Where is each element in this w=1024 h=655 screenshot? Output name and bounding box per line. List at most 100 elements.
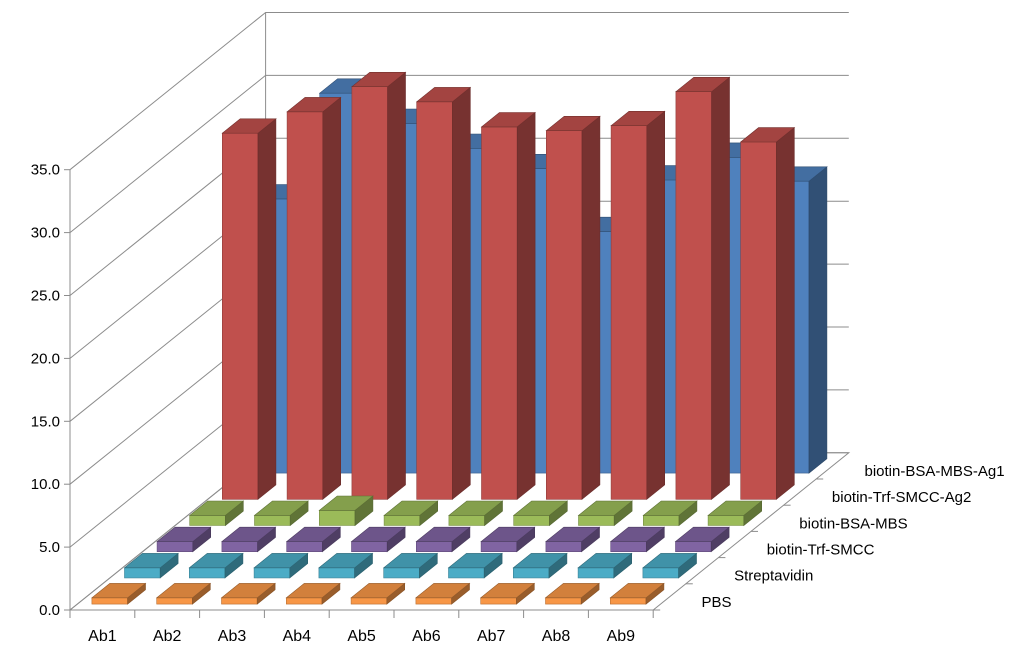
bar-front-face bbox=[512, 567, 550, 579]
bar-top-face bbox=[544, 583, 600, 599]
bar-top-face bbox=[674, 526, 730, 542]
depth-axis-label: biotin-BSA-MBS-Ag1 bbox=[865, 463, 1005, 480]
bar-biotin-trf-smcc-ab4 bbox=[350, 526, 406, 553]
y-tick-label: 10.0 bbox=[31, 476, 60, 493]
bar-top-face bbox=[220, 583, 276, 599]
bar-front-face bbox=[448, 515, 485, 526]
bar-front-face bbox=[415, 541, 453, 553]
bar-biotin-trf-smcc-ag2-ab6 bbox=[545, 115, 601, 500]
bar-biotin-bsa-mbs-ab7 bbox=[577, 500, 633, 527]
bar-top-face bbox=[707, 500, 763, 516]
bar-front-face bbox=[610, 541, 647, 553]
bar-top-face bbox=[253, 500, 309, 516]
bar-top-face bbox=[479, 583, 536, 599]
bar-top-face bbox=[188, 553, 244, 569]
bar-biotin-trf-smcc-ab5 bbox=[415, 526, 471, 553]
y-tick-label: 15.0 bbox=[31, 413, 60, 430]
bar-streptavidin-ab3 bbox=[253, 552, 309, 579]
bar-biotin-trf-smcc-ag2-ab7 bbox=[610, 110, 666, 500]
bar-front-face bbox=[156, 541, 194, 553]
bar-front-face bbox=[675, 541, 712, 553]
x-tick-label: Ab5 bbox=[347, 628, 376, 645]
bar-top-face bbox=[221, 526, 277, 542]
bar-front-face bbox=[642, 515, 680, 526]
bar-front-face bbox=[707, 515, 745, 526]
bar-side-face bbox=[387, 71, 406, 500]
bar-top-face bbox=[285, 526, 342, 542]
bar-biotin-trf-smcc-ab7 bbox=[545, 526, 601, 553]
bar-front-face bbox=[221, 541, 258, 553]
bar-top-face bbox=[350, 526, 406, 542]
bar-front-face bbox=[577, 567, 615, 579]
bar-top-face bbox=[221, 118, 277, 134]
bar-front-face bbox=[610, 125, 648, 500]
depth-axis-label: biotin-Trf-SMCC-Ag2 bbox=[832, 489, 971, 506]
bar-biotin-bsa-mbs-ab5 bbox=[448, 500, 504, 527]
bar-biotin-bsa-mbs-ab2 bbox=[253, 500, 309, 527]
depth-axis-label: PBS bbox=[702, 594, 732, 611]
bar-top-face bbox=[577, 500, 633, 516]
bar-front-face bbox=[318, 510, 356, 526]
bar-top-face bbox=[91, 583, 147, 599]
y-tick-label: 35.0 bbox=[31, 162, 60, 179]
bar-streptavidin-ab1 bbox=[123, 552, 179, 579]
bar-front-face bbox=[318, 567, 355, 579]
bar-front-face bbox=[124, 567, 161, 579]
y-tick-label: 30.0 bbox=[31, 225, 60, 242]
bar-front-face bbox=[222, 132, 259, 500]
bar-top-face bbox=[609, 526, 666, 542]
bar-streptavidin-ab8 bbox=[577, 552, 633, 579]
bar-side-face bbox=[646, 110, 666, 500]
bar-side-face bbox=[808, 166, 828, 474]
bar-side-face bbox=[581, 115, 601, 500]
bar-top-face bbox=[351, 72, 407, 87]
bar-front-face bbox=[383, 515, 421, 526]
bar-streptavidin-ab9 bbox=[642, 552, 698, 579]
bar-streptavidin-ab7 bbox=[512, 552, 568, 579]
bar-side-face bbox=[711, 76, 730, 500]
bar-streptavidin-ab5 bbox=[382, 552, 439, 579]
bar-front-face bbox=[609, 597, 647, 605]
bar-biotin-trf-smcc-ab9 bbox=[674, 526, 730, 553]
x-tick-label: Ab7 bbox=[477, 628, 506, 645]
bar-biotin-trf-smcc-ag2-ab8 bbox=[675, 76, 731, 500]
bar-front-face bbox=[545, 541, 582, 553]
bar-front-face bbox=[448, 567, 485, 579]
bar-side-face bbox=[516, 111, 536, 500]
bar-top-face bbox=[155, 583, 212, 599]
x-tick-label: Ab3 bbox=[218, 628, 247, 645]
bar-biotin-trf-smcc-ag2-ab3 bbox=[351, 71, 407, 500]
gridline bbox=[69, 12, 849, 171]
bar-front-face bbox=[189, 567, 226, 579]
bar-top-face bbox=[415, 526, 471, 542]
bar-biotin-trf-smcc-ab1 bbox=[156, 526, 212, 553]
bar-front-face bbox=[513, 515, 550, 526]
bar-front-face bbox=[675, 91, 712, 500]
bar-pbs-ab2 bbox=[155, 582, 212, 605]
bar-front-face bbox=[480, 597, 517, 605]
bar-pbs-ab9 bbox=[609, 582, 665, 605]
bar-front-face bbox=[545, 597, 582, 605]
bar-top-face bbox=[448, 500, 504, 516]
bar-front-face bbox=[545, 130, 583, 500]
bar-pbs-ab5 bbox=[350, 582, 406, 605]
bar-top-face bbox=[382, 553, 439, 569]
chart-floor bbox=[68, 452, 851, 618]
bar-front-face bbox=[480, 541, 518, 553]
bars-group bbox=[91, 71, 828, 605]
y-tick-label: 20.0 bbox=[31, 350, 60, 367]
bar-top-face bbox=[350, 583, 406, 599]
bar-top-face bbox=[545, 116, 601, 131]
bar-front-face bbox=[351, 541, 388, 553]
bar-front-face bbox=[642, 567, 679, 579]
labels-group: 0.0 5.0 10.0 15.0 20.0 25.0 30.0 35.0 Ab1 Ab2 Ab3 A… bbox=[31, 162, 1005, 645]
bar-pbs-ab4 bbox=[285, 582, 341, 605]
bar-front-face bbox=[221, 597, 258, 605]
bar-top-face bbox=[286, 97, 342, 113]
bar-top-face bbox=[415, 583, 471, 599]
bar-biotin-bsa-mbs-ab8 bbox=[642, 500, 698, 527]
bar-top-face bbox=[383, 500, 439, 516]
bar-front-face bbox=[740, 141, 777, 500]
bar-top-face bbox=[609, 583, 665, 599]
